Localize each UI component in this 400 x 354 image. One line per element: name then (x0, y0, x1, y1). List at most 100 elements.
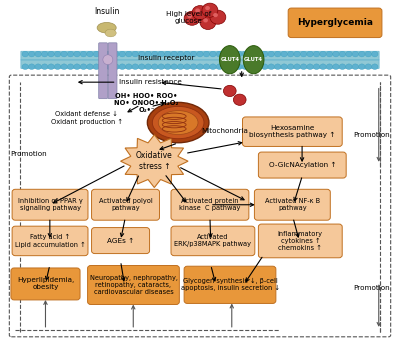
Circle shape (132, 64, 138, 69)
Text: Insulin receptor: Insulin receptor (138, 55, 195, 61)
Circle shape (372, 64, 378, 69)
Circle shape (313, 51, 320, 57)
Circle shape (178, 64, 184, 69)
Circle shape (352, 51, 358, 57)
Circle shape (28, 51, 35, 57)
Text: Hyperlipidemia,
obesity: Hyperlipidemia, obesity (17, 278, 74, 290)
Circle shape (352, 64, 358, 69)
Circle shape (268, 51, 274, 57)
Circle shape (138, 51, 145, 57)
Circle shape (203, 18, 208, 22)
Circle shape (262, 64, 268, 69)
Circle shape (236, 51, 242, 57)
Circle shape (42, 51, 48, 57)
Text: AGEs ↑: AGEs ↑ (107, 238, 134, 244)
Circle shape (132, 51, 138, 57)
Circle shape (100, 64, 106, 69)
FancyBboxPatch shape (88, 266, 179, 304)
Circle shape (197, 64, 203, 69)
Ellipse shape (147, 102, 209, 143)
Circle shape (359, 51, 365, 57)
FancyBboxPatch shape (108, 43, 117, 99)
FancyBboxPatch shape (92, 228, 150, 253)
Circle shape (320, 64, 326, 69)
Circle shape (202, 3, 218, 17)
Circle shape (178, 51, 184, 57)
Ellipse shape (243, 46, 264, 74)
Circle shape (106, 51, 112, 57)
Circle shape (184, 11, 200, 25)
Circle shape (300, 64, 307, 69)
Circle shape (255, 64, 262, 69)
Circle shape (210, 10, 226, 24)
Circle shape (223, 64, 229, 69)
Ellipse shape (105, 29, 116, 37)
Circle shape (42, 64, 48, 69)
Circle shape (164, 64, 171, 69)
Circle shape (184, 51, 190, 57)
Text: Inhibition of PPAR γ
signaling pathway: Inhibition of PPAR γ signaling pathway (18, 198, 82, 211)
Circle shape (152, 51, 158, 57)
Circle shape (22, 51, 28, 57)
FancyBboxPatch shape (21, 60, 379, 68)
Text: Activated
ERK/p38MAPK pathway: Activated ERK/p38MAPK pathway (174, 234, 252, 247)
Circle shape (184, 64, 190, 69)
Circle shape (300, 51, 307, 57)
Circle shape (320, 51, 326, 57)
Text: Oxidant defense ↓
Oxidant production ↑: Oxidant defense ↓ Oxidant production ↑ (51, 112, 123, 125)
Circle shape (346, 51, 352, 57)
Circle shape (200, 16, 216, 29)
FancyBboxPatch shape (11, 268, 80, 300)
Polygon shape (120, 135, 188, 188)
Circle shape (171, 51, 177, 57)
Circle shape (229, 64, 236, 69)
Circle shape (274, 51, 281, 57)
Text: Hexosamine
biosynthesis pathway ↑: Hexosamine biosynthesis pathway ↑ (249, 125, 336, 138)
Circle shape (236, 64, 242, 69)
Text: Activated polyol
pathway: Activated polyol pathway (99, 198, 152, 211)
Circle shape (22, 64, 28, 69)
Circle shape (138, 64, 145, 69)
Ellipse shape (220, 46, 240, 74)
FancyBboxPatch shape (184, 266, 276, 303)
Circle shape (281, 51, 287, 57)
Circle shape (255, 51, 262, 57)
Circle shape (119, 64, 126, 69)
Text: Activated protein
kinase  C pathway: Activated protein kinase C pathway (179, 198, 241, 211)
Circle shape (195, 8, 200, 13)
Text: Promotion: Promotion (353, 132, 390, 138)
Text: Hyperglycemia: Hyperglycemia (297, 18, 373, 27)
Circle shape (262, 51, 268, 57)
Circle shape (28, 64, 35, 69)
Circle shape (249, 64, 255, 69)
Circle shape (187, 14, 192, 18)
Circle shape (365, 51, 372, 57)
FancyBboxPatch shape (92, 189, 160, 220)
FancyBboxPatch shape (171, 226, 255, 256)
Circle shape (197, 51, 203, 57)
Circle shape (171, 64, 177, 69)
Circle shape (61, 51, 67, 57)
Text: Fatty acid ↑
Lipid accumulation ↑: Fatty acid ↑ Lipid accumulation ↑ (15, 234, 85, 247)
Circle shape (106, 64, 112, 69)
Circle shape (54, 51, 61, 57)
Circle shape (213, 13, 218, 17)
Circle shape (80, 64, 87, 69)
FancyBboxPatch shape (12, 226, 88, 256)
Circle shape (145, 64, 151, 69)
Circle shape (205, 6, 210, 10)
Circle shape (74, 51, 80, 57)
Circle shape (93, 51, 100, 57)
Text: Oxidative
stress ↑: Oxidative stress ↑ (136, 152, 173, 171)
Text: GLUT4: GLUT4 (220, 57, 239, 62)
Ellipse shape (103, 55, 113, 65)
FancyBboxPatch shape (21, 51, 379, 60)
Circle shape (242, 64, 248, 69)
Circle shape (74, 64, 80, 69)
Circle shape (268, 64, 274, 69)
Text: Insulin resistance: Insulin resistance (118, 79, 182, 85)
Text: Insulin: Insulin (94, 7, 119, 16)
FancyBboxPatch shape (288, 8, 382, 38)
Circle shape (339, 64, 346, 69)
Circle shape (119, 51, 126, 57)
